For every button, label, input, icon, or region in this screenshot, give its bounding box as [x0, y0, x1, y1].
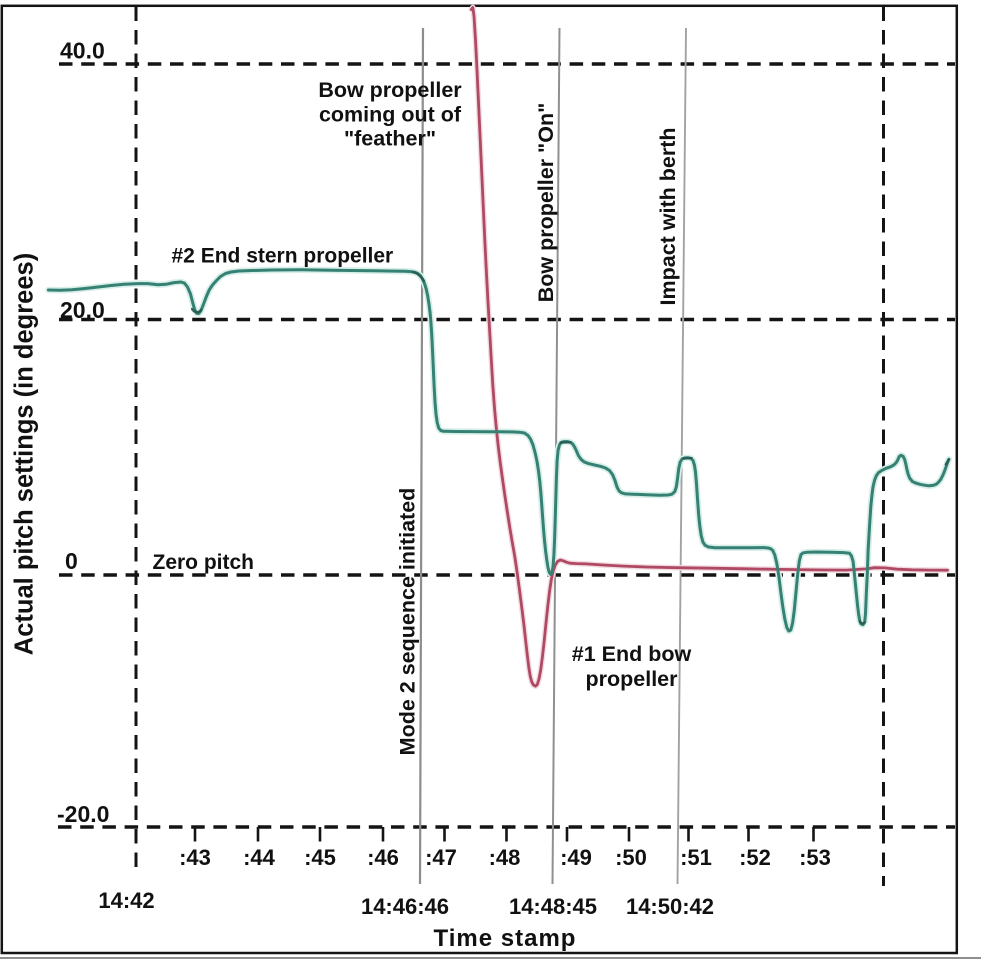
svg-text:Bow propeller "On": Bow propeller "On"	[534, 103, 558, 303]
svg-text:#1 End bow: #1 End bow	[572, 642, 692, 666]
svg-text:14:48:45: 14:48:45	[509, 894, 597, 919]
svg-text:#2 End stern propeller: #2 End stern propeller	[172, 245, 394, 268]
svg-text:14:50:42: 14:50:42	[626, 894, 714, 919]
svg-text:"feather": "feather"	[344, 127, 436, 151]
svg-text:20.0: 20.0	[60, 297, 105, 323]
svg-text::52: :52	[739, 845, 771, 870]
svg-text::49: :49	[560, 845, 592, 870]
svg-text::44: :44	[243, 845, 276, 870]
svg-text::47: :47	[425, 845, 457, 870]
svg-text:Time stamp: Time stamp	[434, 925, 577, 952]
svg-text:propeller: propeller	[586, 667, 679, 691]
svg-text:coming out of: coming out of	[319, 103, 462, 127]
svg-text::53: :53	[799, 845, 831, 870]
svg-text::45: :45	[304, 845, 336, 870]
svg-text:14:42: 14:42	[98, 888, 154, 913]
svg-text::48: :48	[489, 845, 521, 870]
svg-text:14:46:46: 14:46:46	[361, 894, 449, 919]
svg-text:Actual pitch settings (in degr: Actual pitch settings (in degrees)	[11, 253, 39, 655]
svg-text:0: 0	[65, 548, 78, 574]
svg-text:Zero pitch: Zero pitch	[153, 551, 255, 574]
svg-text:Impact with berth: Impact with berth	[656, 128, 680, 306]
svg-text::46: :46	[367, 845, 399, 870]
svg-text::43: :43	[179, 845, 211, 870]
svg-text:40.0: 40.0	[60, 38, 105, 64]
svg-text::50: :50	[615, 845, 647, 870]
svg-text:Mode 2 sequence initiated: Mode 2 sequence initiated	[396, 488, 420, 756]
svg-text:-20.0: -20.0	[57, 801, 109, 827]
svg-text::51: :51	[680, 845, 712, 870]
svg-text:Bow propeller: Bow propeller	[318, 78, 462, 102]
